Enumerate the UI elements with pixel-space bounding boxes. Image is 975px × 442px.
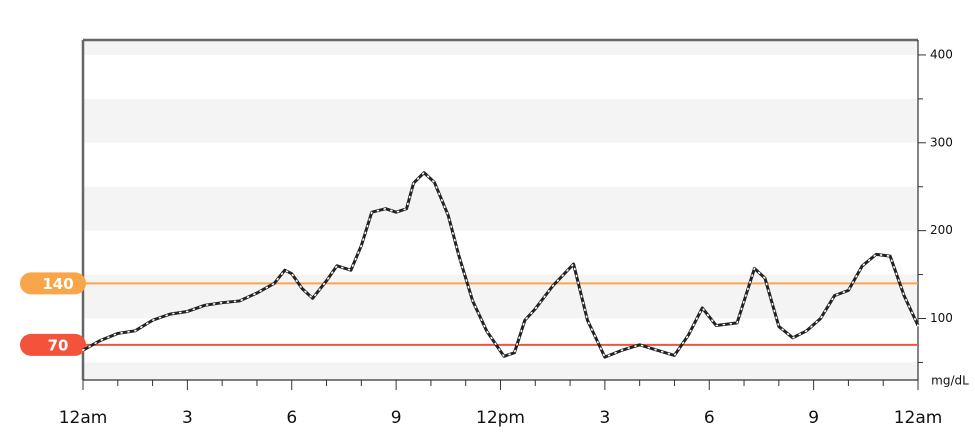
line-dots (82, 171, 919, 359)
y-tick-label: 200 (930, 223, 953, 237)
plot-band (83, 186, 918, 231)
y-axis-label: mg/dL (931, 374, 969, 388)
x-tick-label: 12am (894, 408, 943, 428)
x-tick-label: 6 (704, 408, 715, 428)
y-tick-label: 100 (930, 311, 953, 325)
threshold-label: 140 (42, 275, 73, 293)
x-tick-label: 9 (391, 408, 402, 428)
plot-band (83, 362, 918, 380)
y-tick-label: 400 (930, 47, 953, 61)
x-tick-label: 3 (599, 408, 610, 428)
threshold-pill (20, 333, 86, 356)
threshold-label: 70 (48, 336, 69, 354)
x-tick-label: 6 (286, 408, 297, 428)
x-tick-label: 12am (59, 408, 108, 428)
x-tick-label: 12pm (476, 408, 525, 428)
y-tick-label: 300 (930, 135, 953, 149)
plot-band (83, 98, 918, 143)
x-tick-label: 3 (182, 408, 193, 428)
threshold-pill (20, 272, 86, 295)
plot-band (83, 274, 918, 319)
x-tick-label: 9 (808, 408, 819, 428)
plot-band (83, 40, 918, 55)
